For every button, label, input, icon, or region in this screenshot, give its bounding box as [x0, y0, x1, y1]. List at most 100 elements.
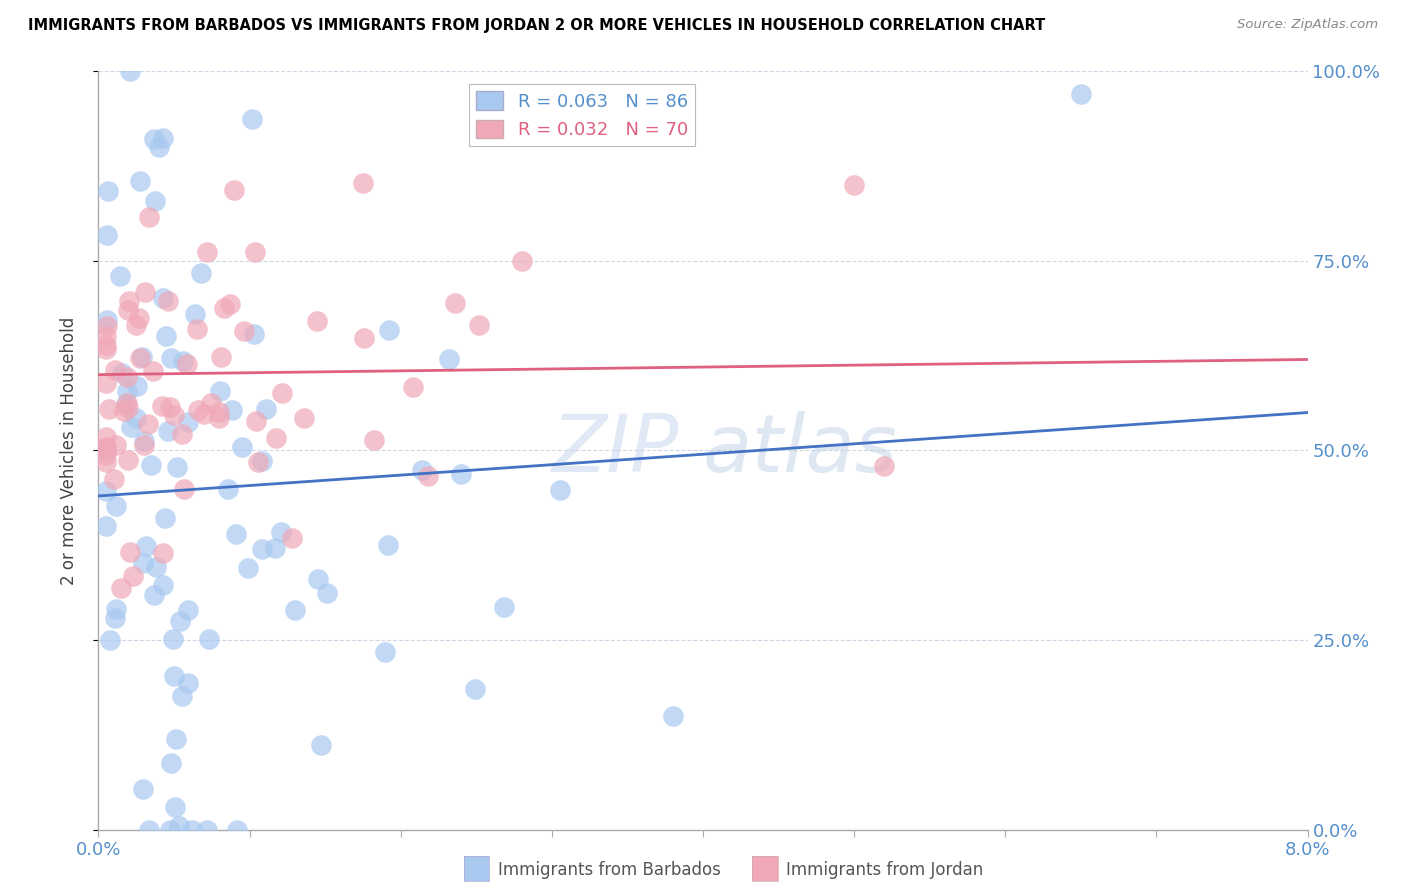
- Text: Immigrants from Jordan: Immigrants from Jordan: [786, 861, 983, 879]
- Point: [138, 210, 160, 224]
- Point: [378, 323, 401, 337]
- Point: [138, 822, 160, 837]
- Point: [270, 524, 292, 539]
- Point: [94, 430, 117, 444]
- Point: [162, 669, 184, 683]
- Point: [94, 440, 117, 454]
- Point: [112, 404, 135, 418]
- Point: [115, 370, 138, 384]
- Point: [217, 482, 239, 496]
- Point: [307, 314, 329, 328]
- Point: [661, 708, 683, 723]
- Point: [162, 632, 184, 646]
- Point: [134, 285, 156, 300]
- Point: [307, 572, 329, 586]
- Point: [94, 376, 117, 390]
- Text: Source: ZipAtlas.com: Source: ZipAtlas.com: [1237, 18, 1378, 31]
- Point: [142, 132, 165, 146]
- Point: [160, 351, 183, 365]
- Point: [160, 756, 183, 771]
- Point: [118, 294, 141, 309]
- Point: [94, 441, 117, 455]
- Point: [352, 176, 374, 190]
- Legend: R = 0.063   N = 86, R = 0.032   N = 70: R = 0.063 N = 86, R = 0.032 N = 70: [470, 84, 695, 146]
- Point: [177, 602, 200, 616]
- Point: [169, 614, 191, 628]
- Point: [468, 318, 491, 333]
- Point: [132, 438, 155, 452]
- Point: [104, 602, 127, 616]
- Point: [198, 632, 221, 647]
- Point: [111, 366, 134, 380]
- Point: [103, 472, 125, 486]
- Point: [416, 469, 439, 483]
- Point: [163, 408, 186, 422]
- Point: [120, 64, 142, 78]
- Point: [236, 561, 259, 575]
- Point: [173, 482, 195, 496]
- Text: atlas: atlas: [703, 411, 898, 490]
- Point: [231, 440, 253, 454]
- Point: [125, 318, 148, 333]
- Point: [104, 363, 127, 377]
- Point: [94, 442, 117, 457]
- Point: [117, 452, 139, 467]
- Point: [195, 822, 218, 837]
- Point: [176, 357, 198, 371]
- Point: [444, 295, 467, 310]
- Point: [193, 408, 215, 422]
- Point: [243, 327, 266, 342]
- Point: [94, 484, 117, 499]
- Point: [181, 822, 204, 837]
- Point: [250, 541, 273, 556]
- Point: [172, 689, 194, 703]
- Point: [240, 112, 263, 127]
- Point: [105, 499, 128, 513]
- Point: [510, 253, 533, 268]
- Point: [98, 633, 121, 648]
- Point: [97, 184, 120, 198]
- Point: [172, 427, 194, 442]
- Point: [127, 378, 149, 392]
- Point: [152, 578, 174, 592]
- Point: [153, 511, 176, 525]
- Point: [117, 303, 139, 318]
- Point: [353, 331, 375, 345]
- Point: [96, 227, 118, 242]
- Point: [110, 269, 132, 284]
- Point: [143, 588, 166, 602]
- Point: [222, 183, 245, 197]
- Point: [183, 307, 205, 321]
- Point: [165, 731, 187, 746]
- Point: [115, 397, 138, 411]
- Point: [152, 291, 174, 305]
- Point: [159, 400, 181, 414]
- Point: [117, 384, 139, 398]
- Point: [159, 822, 181, 837]
- Text: IMMIGRANTS FROM BARBADOS VS IMMIGRANTS FROM JORDAN 2 OR MORE VEHICLES IN HOUSEHO: IMMIGRANTS FROM BARBADOS VS IMMIGRANTS F…: [28, 18, 1046, 33]
- Point: [143, 194, 166, 208]
- Point: [363, 433, 385, 447]
- Point: [492, 600, 515, 615]
- Point: [132, 556, 155, 570]
- Point: [186, 322, 208, 336]
- Point: [209, 351, 232, 365]
- Point: [254, 402, 277, 417]
- Point: [148, 140, 170, 154]
- Text: ZIP: ZIP: [551, 411, 679, 490]
- Point: [132, 434, 155, 449]
- Point: [150, 399, 173, 413]
- Point: [166, 460, 188, 475]
- Point: [139, 458, 162, 472]
- Point: [94, 455, 117, 469]
- Point: [135, 539, 157, 553]
- Point: [128, 174, 150, 188]
- Point: [104, 611, 127, 625]
- Point: [145, 560, 167, 574]
- Point: [94, 448, 117, 462]
- Point: [219, 297, 242, 311]
- Point: [177, 675, 200, 690]
- Point: [163, 800, 186, 814]
- Point: [292, 411, 315, 425]
- Point: [120, 420, 142, 434]
